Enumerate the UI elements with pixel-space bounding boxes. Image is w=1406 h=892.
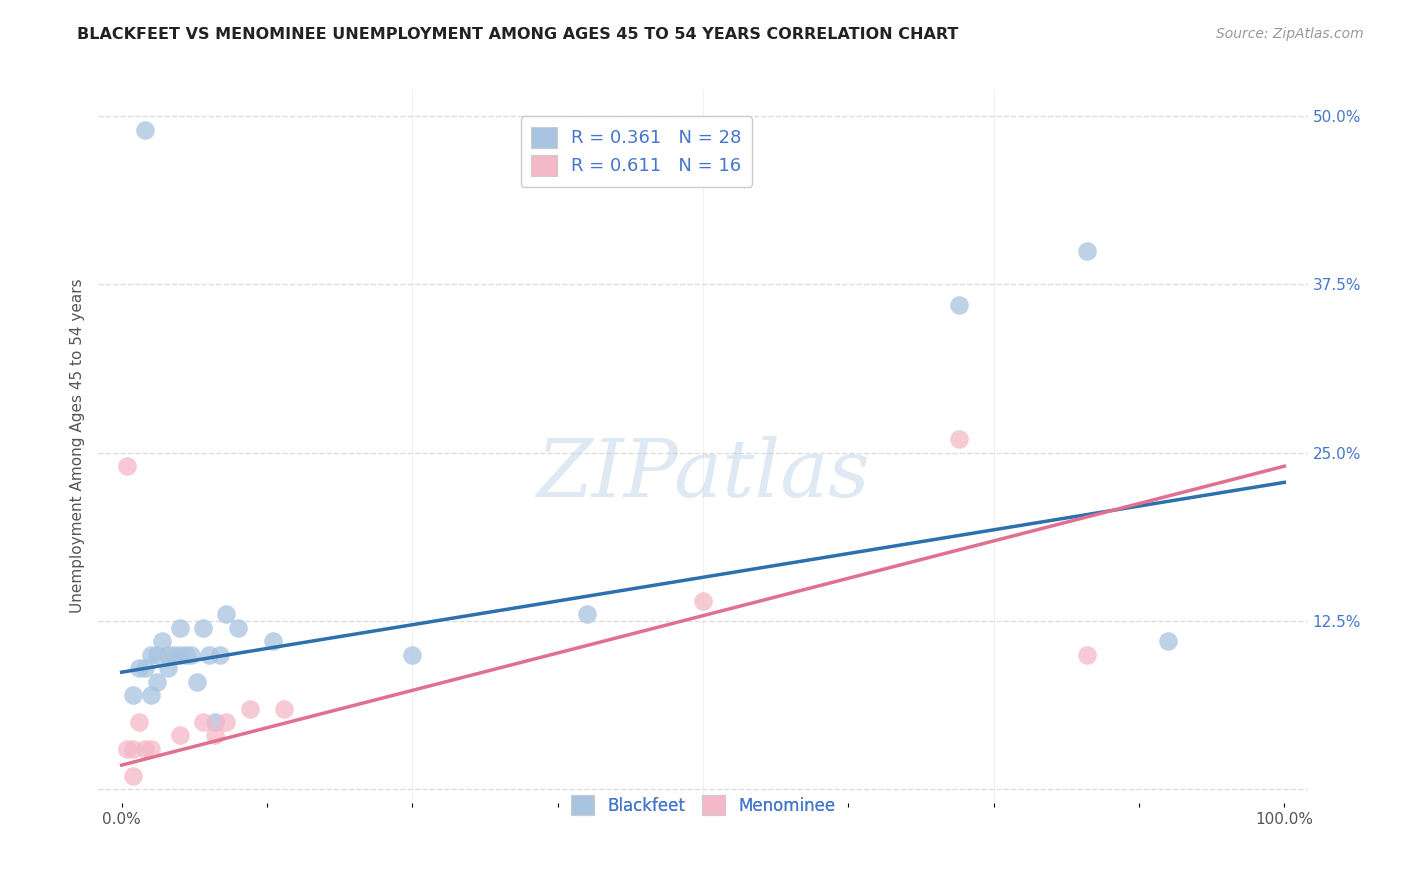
Point	[262, 634, 284, 648]
Point	[169, 648, 191, 662]
Point	[1076, 244, 1098, 258]
Point	[122, 688, 145, 702]
Point	[139, 742, 162, 756]
Point	[1157, 634, 1180, 648]
Text: BLACKFEET VS MENOMINEE UNEMPLOYMENT AMONG AGES 45 TO 54 YEARS CORRELATION CHART: BLACKFEET VS MENOMINEE UNEMPLOYMENT AMON…	[77, 27, 959, 42]
Point	[239, 701, 262, 715]
Point	[198, 648, 221, 662]
Point	[150, 634, 173, 648]
Point	[948, 298, 970, 312]
Text: Source: ZipAtlas.com: Source: ZipAtlas.com	[1216, 27, 1364, 41]
Point	[134, 122, 156, 136]
Point	[191, 621, 214, 635]
Point	[1076, 648, 1098, 662]
Legend: Blackfeet, Menominee: Blackfeet, Menominee	[562, 787, 844, 823]
Point	[117, 459, 139, 474]
Point	[692, 594, 714, 608]
Point	[186, 674, 208, 689]
Point	[134, 742, 156, 756]
Text: ZIPatlas: ZIPatlas	[536, 436, 870, 513]
Y-axis label: Unemployment Among Ages 45 to 54 years: Unemployment Among Ages 45 to 54 years	[69, 278, 84, 614]
Point	[157, 661, 180, 675]
Point	[139, 648, 162, 662]
Point	[122, 742, 145, 756]
Point	[401, 648, 423, 662]
Point	[145, 674, 167, 689]
Point	[169, 621, 191, 635]
Point	[139, 688, 162, 702]
Point	[226, 621, 249, 635]
Point	[169, 729, 191, 743]
Point	[134, 661, 156, 675]
Point	[191, 714, 214, 729]
Point	[204, 729, 226, 743]
Point	[273, 701, 295, 715]
Point	[948, 432, 970, 446]
Point	[117, 742, 139, 756]
Point	[128, 661, 150, 675]
Point	[215, 714, 238, 729]
Point	[157, 648, 180, 662]
Point	[180, 648, 202, 662]
Point	[575, 607, 598, 622]
Point	[174, 648, 197, 662]
Point	[209, 648, 232, 662]
Point	[204, 714, 226, 729]
Point	[145, 648, 167, 662]
Point	[215, 607, 238, 622]
Point	[122, 769, 145, 783]
Point	[128, 714, 150, 729]
Point	[163, 648, 186, 662]
